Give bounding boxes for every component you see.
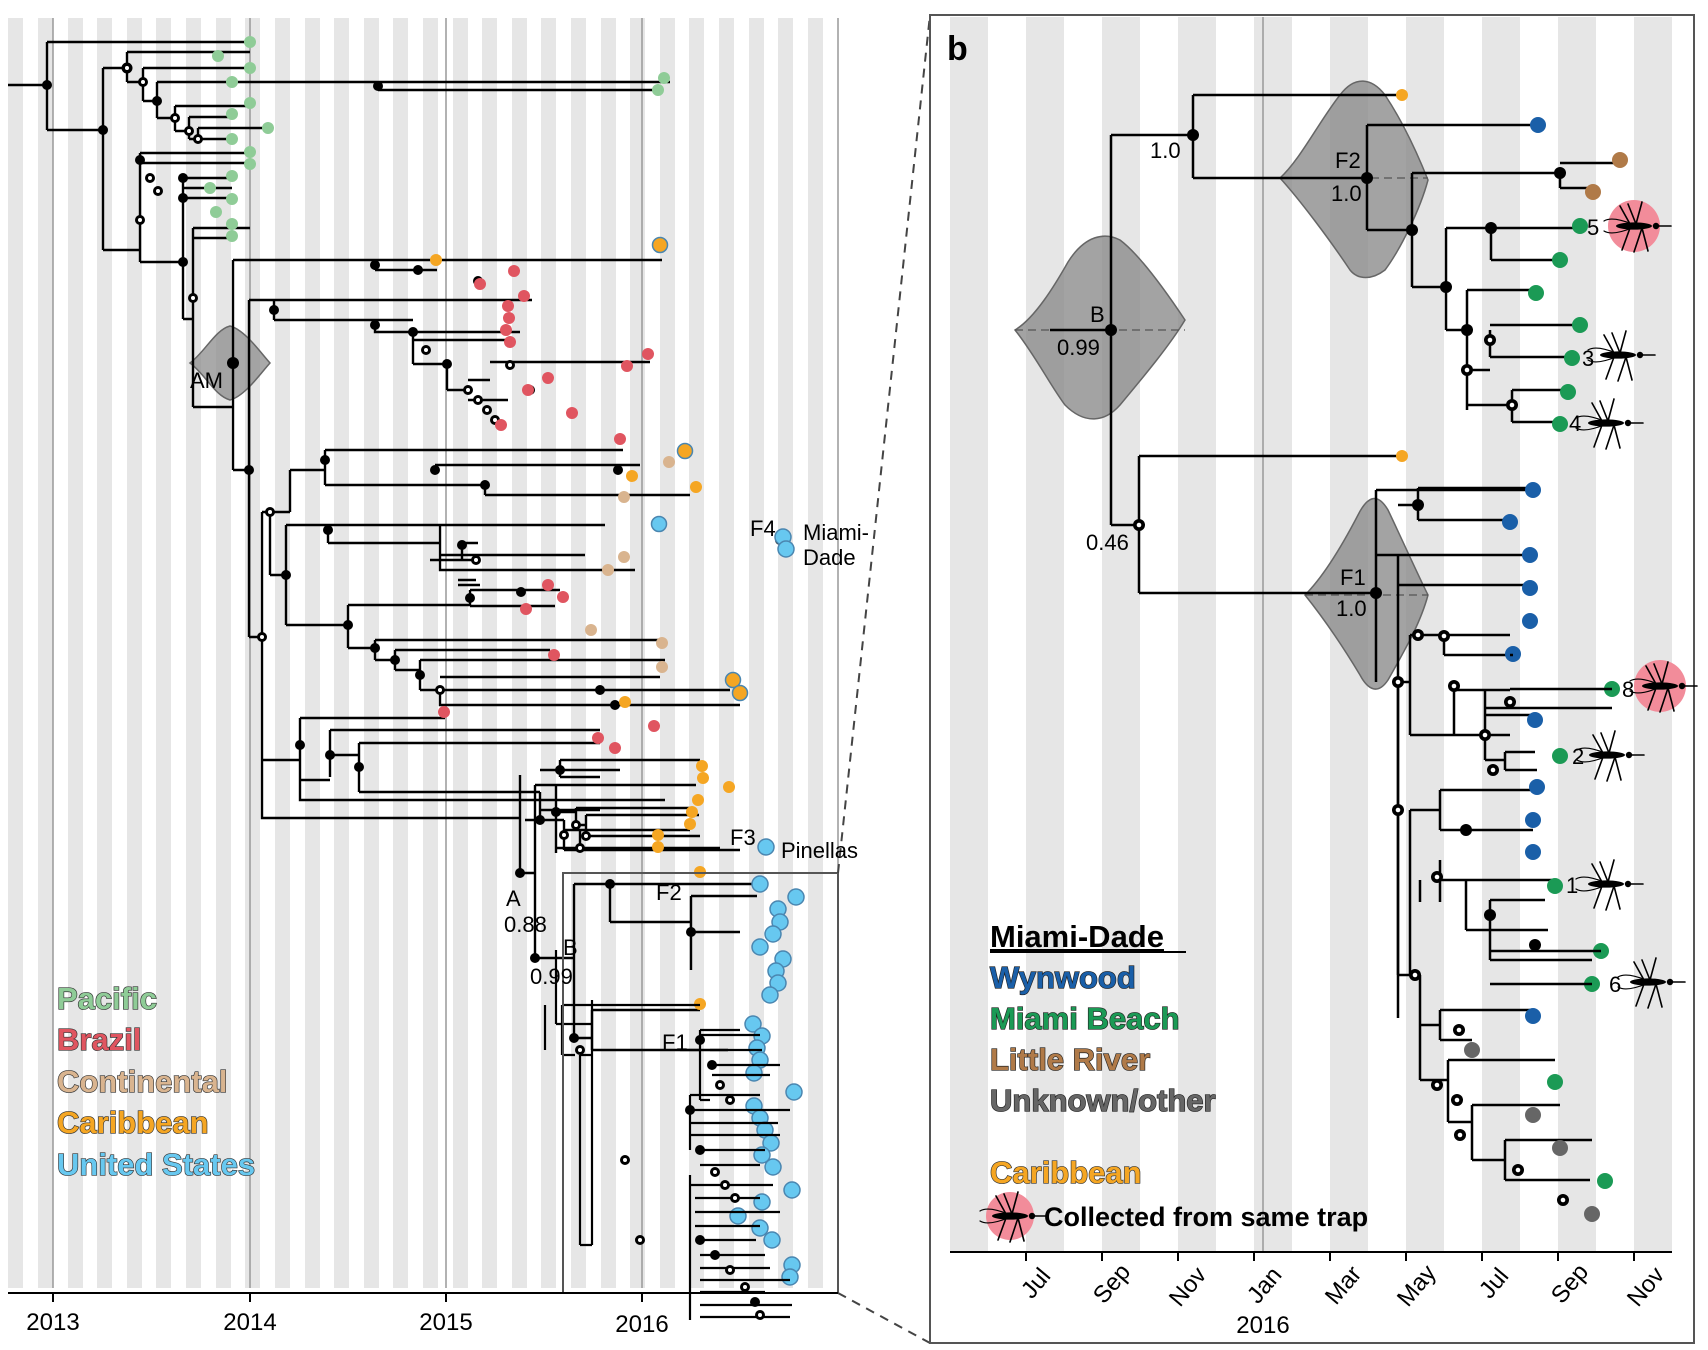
label-miami-dade-1: Miami-: [803, 520, 869, 545]
trap-mosquito-icon: [1575, 200, 1698, 1009]
tips-caribbean: [430, 254, 735, 1010]
label-a-support: 0.88: [504, 912, 547, 937]
tips-continental: [585, 456, 675, 673]
f2-density: [1278, 80, 1429, 279]
tick-2015: 2015: [419, 1309, 472, 1336]
legend-b-title: Miami-Dade: [990, 919, 1164, 954]
legend-unknown-other: Unknown/other: [990, 1083, 1216, 1118]
b-low-support: 0.46: [1086, 530, 1129, 555]
tree-branches-b-2: [1396, 682, 1422, 977]
b-label-b-support: 0.99: [1057, 335, 1100, 360]
trap-6: 6: [1609, 972, 1621, 997]
b-label-f1-support: 1.0: [1336, 596, 1367, 621]
panel-b-letter: b: [947, 30, 968, 68]
b-label-b: B: [1090, 302, 1105, 327]
background-stripes-a: [8, 18, 839, 1288]
panel-b: b: [929, 14, 1698, 1344]
legend-a: Pacific Brazil Continental Caribbean Uni…: [56, 980, 255, 1182]
label-f4: F4: [750, 516, 776, 541]
label-f3: F3: [730, 825, 756, 850]
label-b-support: 0.99: [530, 964, 573, 989]
panel-a: AM A 0.88 B 0.99 F2 F1 F3 Pinellas F4 Mi…: [8, 14, 931, 1344]
legend-trap-label: Collected from same trap: [1044, 1202, 1368, 1232]
label-f2: F2: [656, 880, 682, 905]
b-label-f2-support: 1.0: [1331, 181, 1362, 206]
b-density: [1013, 235, 1186, 420]
legend-continental: Continental: [57, 1064, 228, 1099]
trap-1: 1: [1566, 873, 1578, 898]
legend-united-states: United States: [57, 1147, 255, 1182]
tips-pacific: [204, 36, 670, 242]
axis-a: 2013 2014 2015 2016: [8, 1292, 838, 1338]
node-markers-a-f: [575, 1035, 765, 1320]
trap-5: 5: [1587, 215, 1599, 240]
legend-pacific: Pacific: [57, 981, 157, 1016]
label-am: AM: [190, 368, 223, 393]
tick-2013: 2013: [26, 1309, 79, 1336]
label-a: A: [506, 886, 521, 911]
legend-b-caribbean: Caribbean: [990, 1155, 1142, 1190]
trap-3: 3: [1582, 346, 1594, 371]
legend-wynwood: Wynwood: [990, 960, 1136, 995]
tips-brazil: [438, 265, 660, 754]
label-pinellas: Pinellas: [781, 838, 858, 863]
b-label-f2: F2: [1335, 148, 1361, 173]
tree-branches-a-f1f2: [543, 950, 792, 1320]
legend-caribbean: Caribbean: [57, 1105, 209, 1140]
legend-little-river: Little River: [990, 1042, 1150, 1077]
tick-2016: 2016: [615, 1311, 668, 1338]
label-f1: F1: [662, 1030, 688, 1055]
node-markers-b: [1105, 129, 1569, 1206]
axis-b-year: 2016: [1236, 1312, 1289, 1339]
legend-b: Miami-Dade Wynwood Miami Beach Little Ri…: [979, 919, 1368, 1243]
tick-2014: 2014: [223, 1309, 276, 1336]
label-b: B: [563, 935, 578, 960]
trap-8: 8: [1622, 677, 1634, 702]
trap-2: 2: [1572, 744, 1584, 769]
b-label-f1: F1: [1340, 565, 1366, 590]
tips-united-states: [650, 236, 805, 1286]
tips-panel-b: [1396, 89, 1628, 1222]
trap-4: 4: [1569, 411, 1581, 436]
b-top-support: 1.0: [1150, 138, 1181, 163]
legend-miami-beach: Miami Beach: [990, 1001, 1180, 1036]
legend-brazil: Brazil: [57, 1022, 141, 1057]
tree-branches-a: [8, 40, 740, 852]
label-miami-dade-2: Dade: [803, 545, 856, 570]
